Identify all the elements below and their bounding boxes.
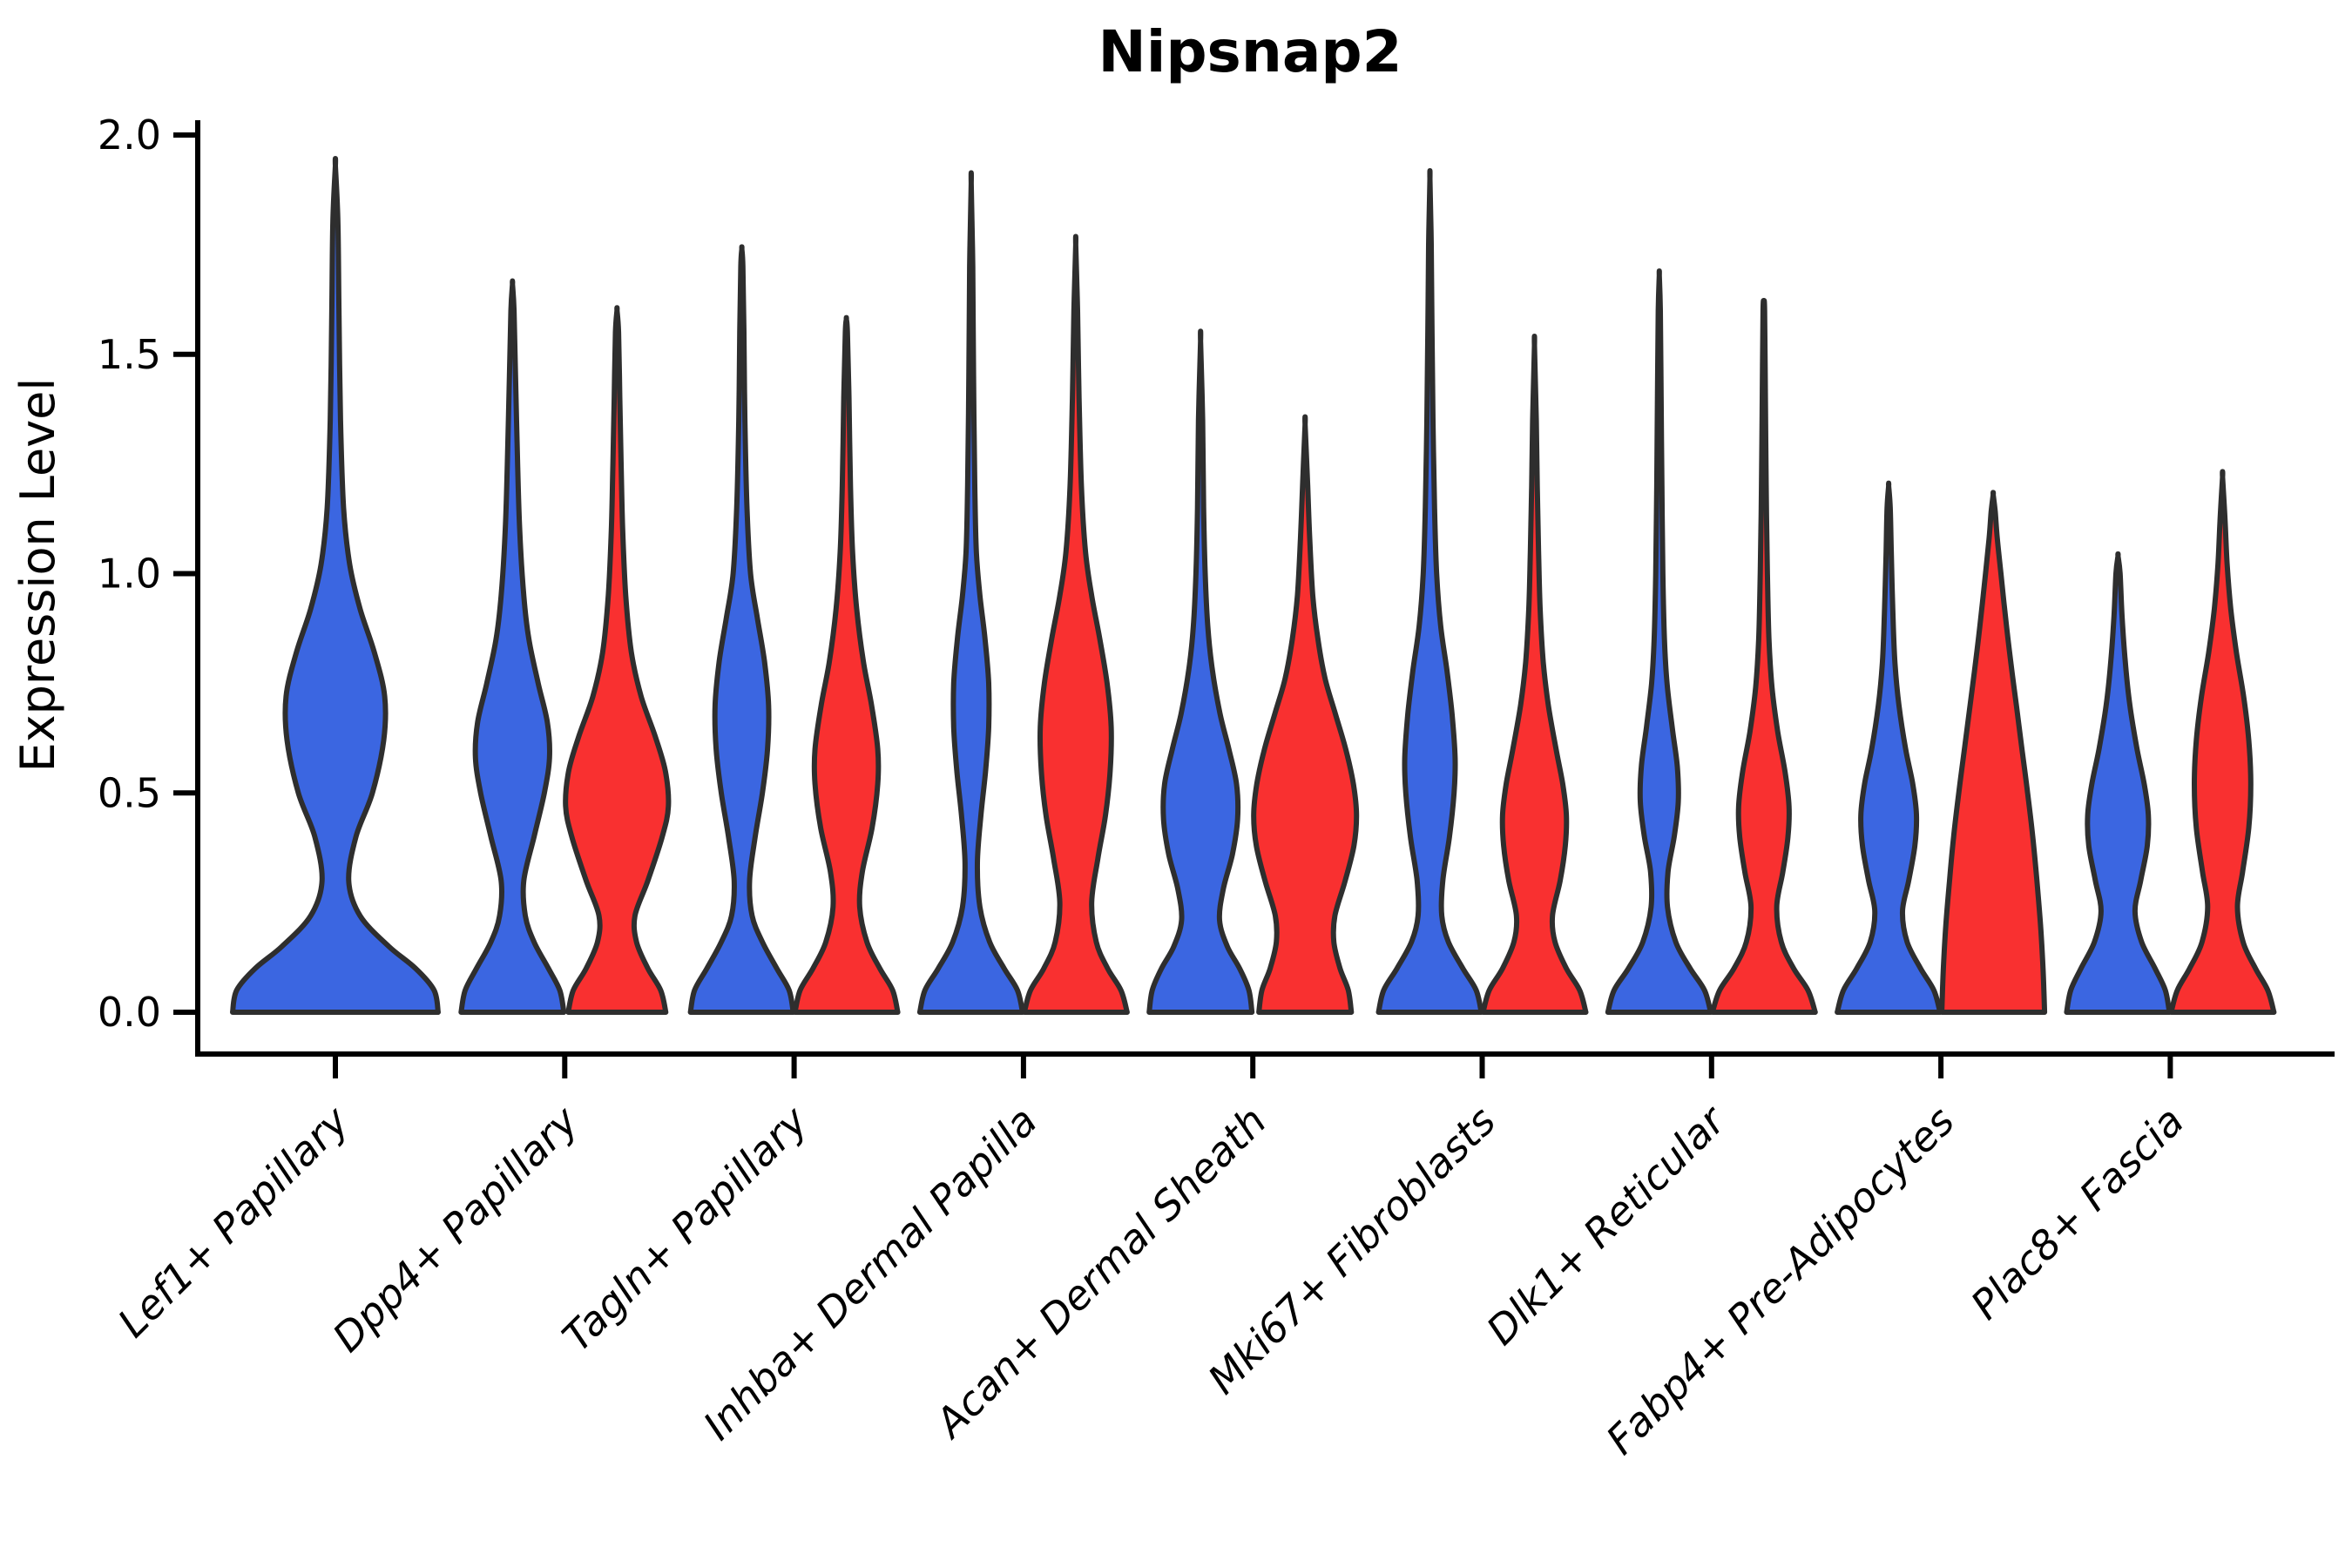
x-tick-label: Lef1+ Papillary <box>109 1097 358 1346</box>
violin-blue-dlk1-reticular <box>1605 268 1713 1015</box>
x-tick-label: Dlk1+ Reticular <box>1477 1095 1736 1354</box>
violin-red-dlk1-reticular <box>1709 298 1818 1015</box>
x-tick-label: Dpp4+ Papillary <box>323 1097 587 1361</box>
violin-blue-acan-dermal-sheath <box>1146 328 1255 1015</box>
violin-blue-fabp4-pre-adipocytes <box>1835 480 1943 1015</box>
violin-red-dpp4-papillary <box>563 305 672 1015</box>
axes <box>195 120 2335 1057</box>
y-tick-label: 1.5 <box>98 331 161 378</box>
violin-red-plac8-fascia <box>2168 469 2277 1015</box>
violin-blue-plac8-fascia <box>2064 551 2173 1015</box>
violin-red-fabp4-pre-adipocytes <box>1939 490 2048 1015</box>
violin-blue-tagln-papillary <box>687 244 796 1015</box>
violin-shapes <box>230 156 2277 1015</box>
violin-red-inhba-dermal-papilla <box>1021 233 1130 1015</box>
violin-red-acan-dermal-sheath <box>1251 414 1360 1015</box>
violin-blue-inhba-dermal-papilla <box>916 170 1025 1015</box>
y-tick-label: 2.0 <box>98 112 161 159</box>
y-tick-label: 0.0 <box>98 989 161 1036</box>
chart-title: Nipsnap2 <box>1098 18 1402 85</box>
violin-blue-mki67-fibroblasts <box>1375 167 1484 1015</box>
y-axis-ticks: 0.0 0.5 1.0 1.5 2.0 <box>98 112 198 1036</box>
y-tick-label: 1.0 <box>98 551 161 598</box>
violin-red-tagln-papillary <box>792 314 901 1015</box>
violin-blue-lef1-papillary <box>230 156 441 1015</box>
violin-blue-dpp4-papillary <box>458 278 567 1015</box>
x-tick-label: Plac8+ Fascia <box>1962 1098 2193 1328</box>
violin-red-mki67-fibroblasts <box>1480 333 1589 1015</box>
y-tick-label: 0.5 <box>98 769 161 816</box>
x-tick-label: Tagln+ Papillary <box>553 1097 817 1361</box>
y-axis-label: Expression Level <box>10 378 65 773</box>
